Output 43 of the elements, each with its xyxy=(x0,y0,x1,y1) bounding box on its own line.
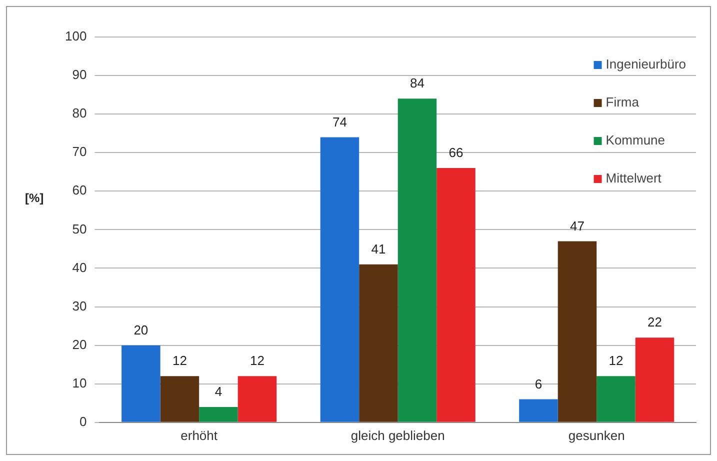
bar xyxy=(558,241,597,422)
legend-label: Firma xyxy=(606,94,640,110)
data-label: 20 xyxy=(134,322,148,338)
data-label: 12 xyxy=(608,353,624,368)
y-tick-label: 20 xyxy=(72,336,87,352)
data-label: 22 xyxy=(648,314,662,330)
y-tick-label: 60 xyxy=(72,182,87,198)
data-label: 66 xyxy=(448,145,464,160)
data-label: 47 xyxy=(570,218,584,234)
data-label: 12 xyxy=(250,353,264,368)
bar xyxy=(122,345,160,422)
y-tick-label: 30 xyxy=(72,298,87,314)
data-label: 6 xyxy=(534,376,542,392)
bar xyxy=(238,376,277,422)
data-label: 84 xyxy=(410,76,424,91)
bar xyxy=(519,399,558,422)
data-label: 41 xyxy=(371,241,386,256)
bar xyxy=(436,168,476,422)
data-label: 12 xyxy=(172,353,187,368)
bar xyxy=(398,98,437,422)
bar xyxy=(635,338,674,422)
y-tick-label: 40 xyxy=(72,260,87,275)
legend-label: Ingenieurbüro xyxy=(606,56,686,72)
x-tick-label: erhöht xyxy=(180,428,218,443)
data-label: 74 xyxy=(332,114,347,130)
y-tick-label: 50 xyxy=(72,221,87,236)
x-tick-label: gleich geblieben xyxy=(350,428,445,443)
data-label: 4 xyxy=(214,384,222,400)
bar xyxy=(160,376,200,422)
legend-label: Mittelwert xyxy=(606,170,662,186)
y-tick-label: 100 xyxy=(64,28,87,44)
y-tick-label: 0 xyxy=(79,414,87,429)
bar xyxy=(596,376,636,422)
legend-label: Kommune xyxy=(606,132,666,148)
y-axis-title: [%] xyxy=(25,191,44,206)
y-tick-label: 10 xyxy=(72,375,87,390)
y-tick-label: 90 xyxy=(72,67,87,82)
bar xyxy=(320,137,360,422)
bar xyxy=(359,264,398,422)
bar xyxy=(199,406,238,422)
y-tick-label: 80 xyxy=(72,106,87,121)
x-tick-label: gesunken xyxy=(568,428,625,443)
y-tick-label: 70 xyxy=(72,144,87,160)
